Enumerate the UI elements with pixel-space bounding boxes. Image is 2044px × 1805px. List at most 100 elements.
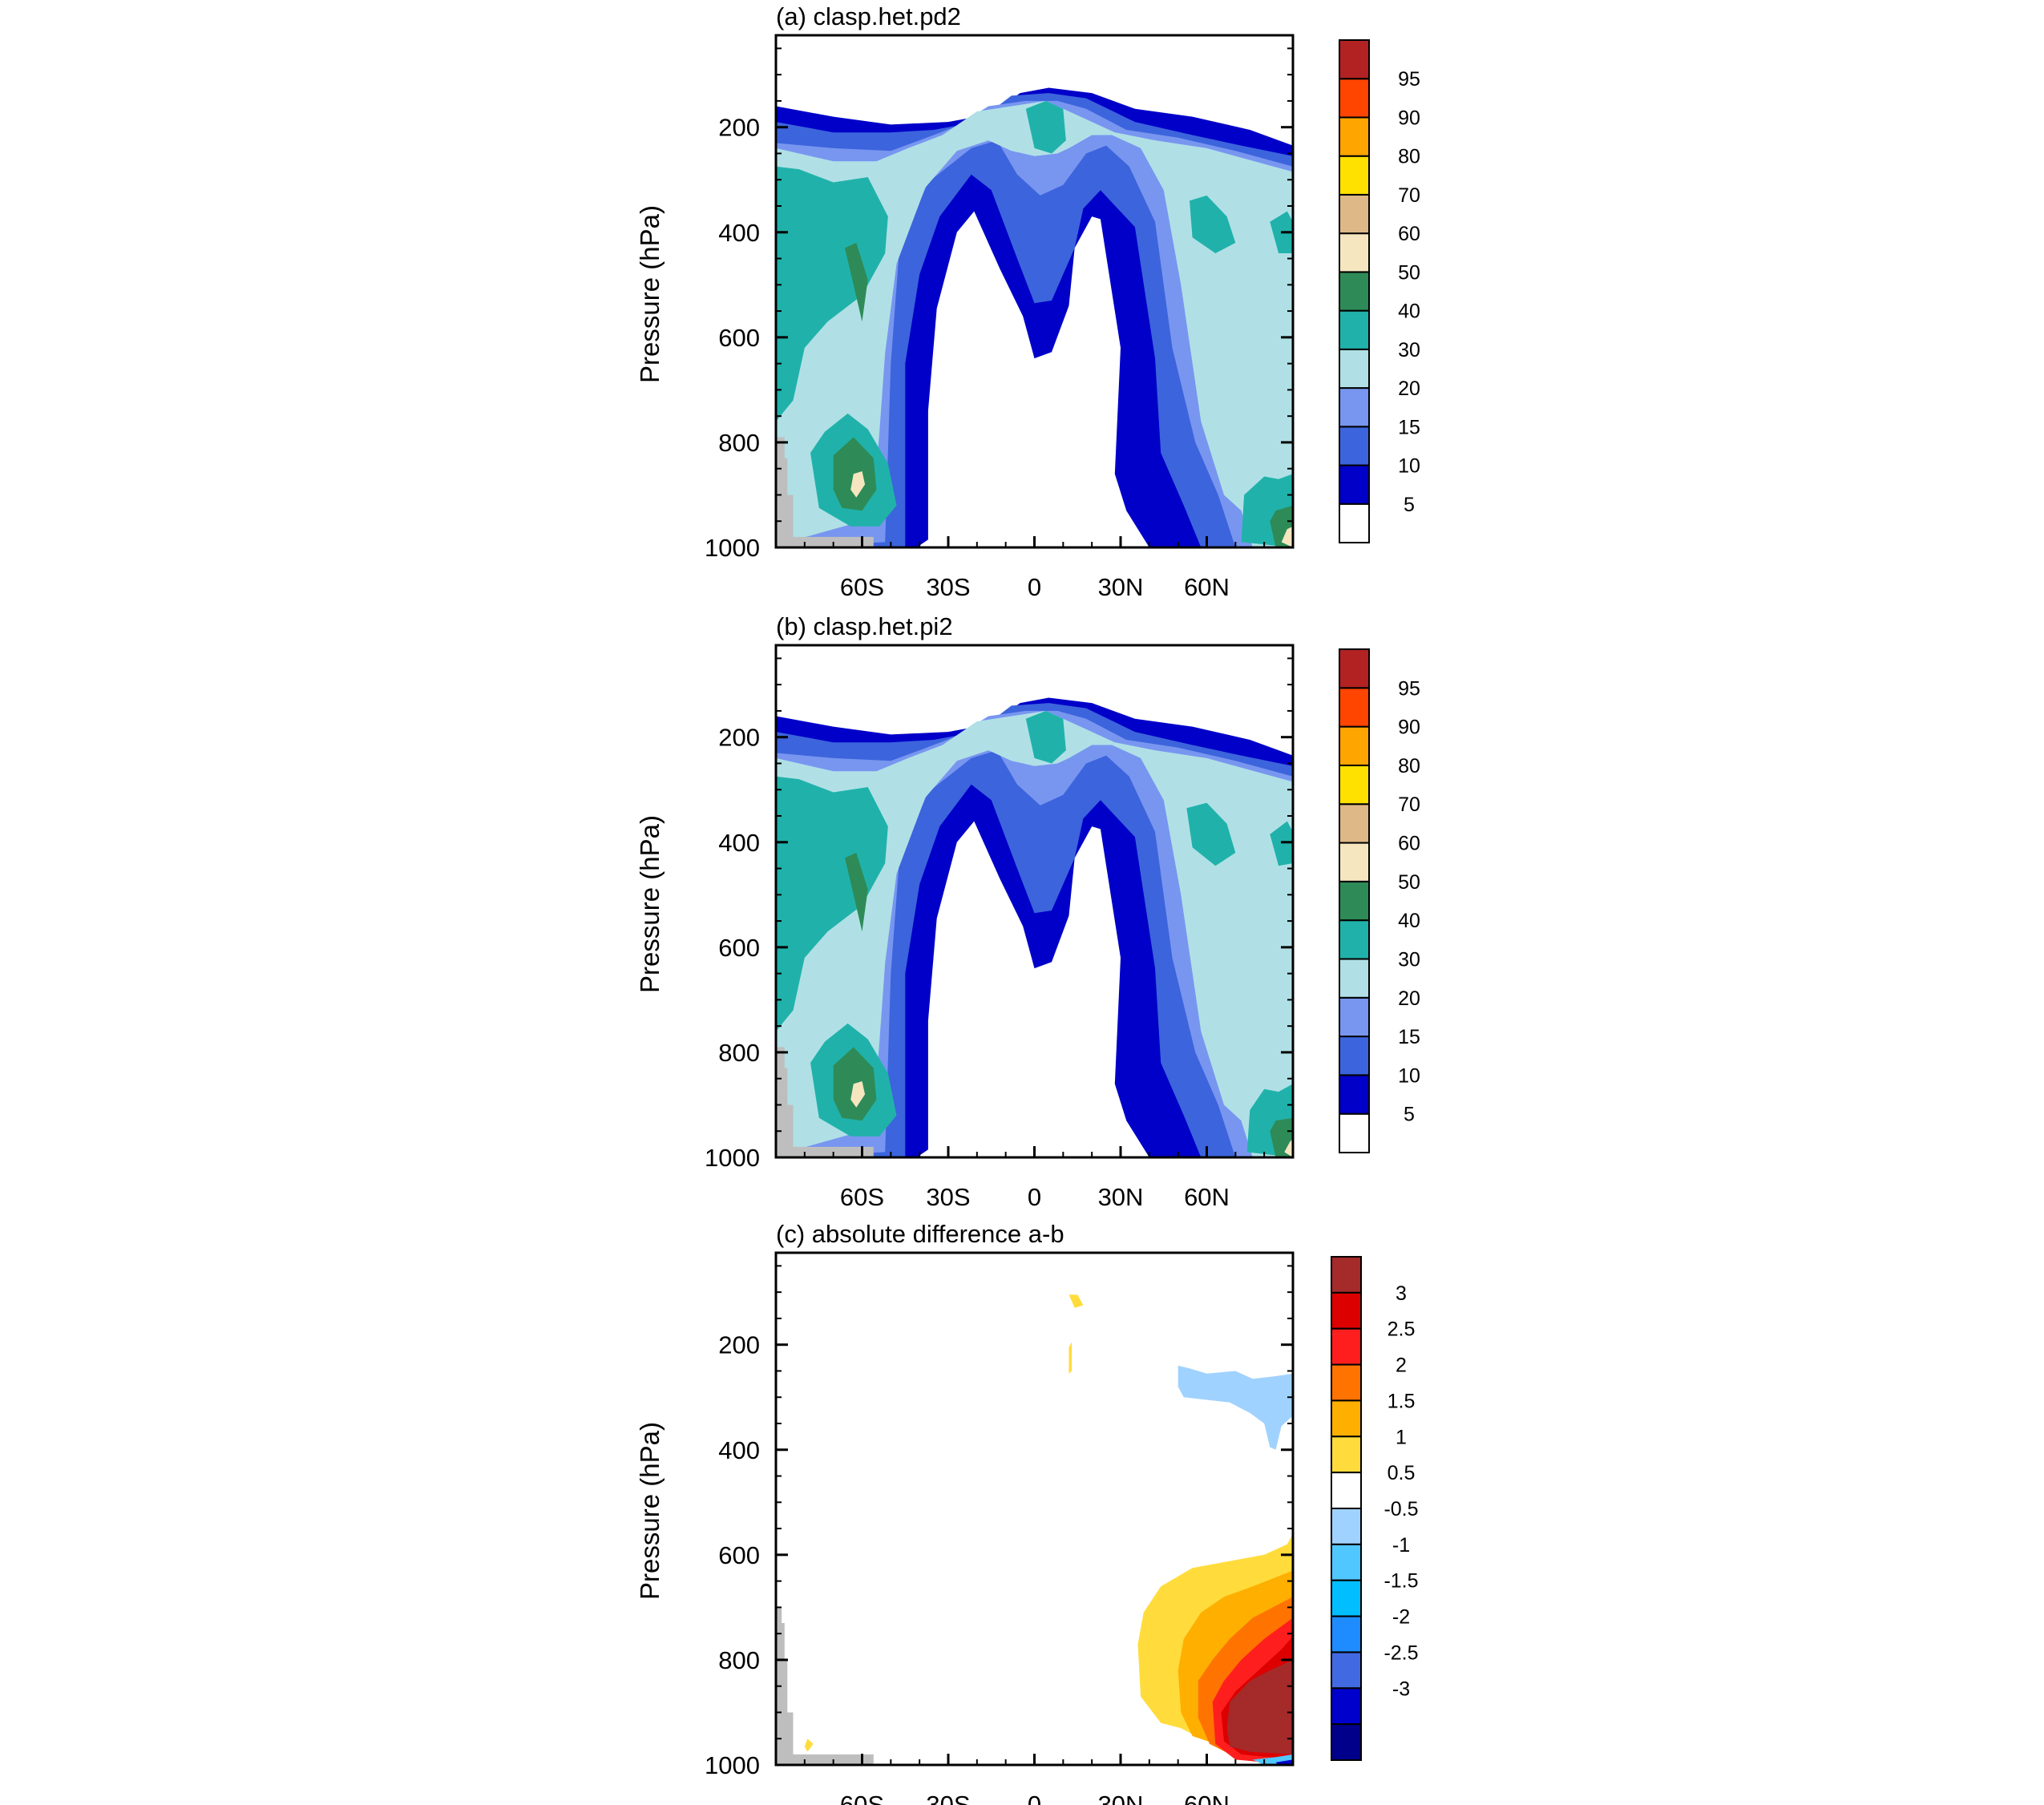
colorbar-box: [1339, 39, 1370, 80]
colorbar-box: [1339, 116, 1370, 157]
colorbar-box: [1331, 1687, 1362, 1726]
contour-region-0p5-2: [804, 1738, 814, 1752]
panel-c-title: (c) absolute difference a-b: [776, 1220, 1064, 1248]
y-tick-label: 400: [718, 1436, 760, 1464]
panel-b-title: (b) clasp.het.pi2: [776, 612, 953, 640]
y-tick-label: 800: [718, 1039, 760, 1067]
x-tick-label: 30N: [1098, 1791, 1144, 1805]
colorbar-label: 60: [1398, 223, 1420, 245]
y-tick-label: 400: [718, 829, 760, 857]
colorbar-box: [1331, 1291, 1362, 1330]
colorbar-box: [1331, 1651, 1362, 1690]
contour-region-40-10: [845, 242, 868, 322]
colorbar-box: [1339, 958, 1370, 999]
contour-region-30-4: [776, 166, 888, 422]
x-tick-label: 30N: [1098, 573, 1144, 601]
x-tick-label: 60S: [840, 1183, 884, 1211]
colorbar-box: [1339, 309, 1370, 350]
colorbar-label: 70: [1398, 184, 1420, 207]
colorbar-box: [1339, 1112, 1370, 1153]
contour-region-30-7: [1270, 821, 1293, 866]
colorbar-label: 50: [1398, 871, 1420, 894]
colorbar-box: [1331, 1615, 1362, 1654]
colorbar-box: [1339, 880, 1370, 922]
colorbar-label: 1: [1396, 1426, 1407, 1448]
colorbar-box: [1339, 919, 1370, 960]
colorbar-label: 5: [1404, 494, 1415, 516]
colorbar-label: -1: [1392, 1534, 1410, 1557]
colorbar-box: [1339, 803, 1370, 844]
x-tick-label: 60N: [1184, 1791, 1230, 1805]
colorbar-label: 95: [1398, 68, 1420, 91]
colorbar-label: 20: [1398, 378, 1420, 400]
colorbar-box: [1339, 687, 1370, 728]
contour-region-20-3: [776, 710, 1293, 1157]
panel-c-field: [776, 1294, 1293, 1765]
colorbar-box: [1331, 1472, 1362, 1509]
y-tick-label: 200: [718, 1331, 760, 1359]
panel-c-ylabel: Pressure (hPa): [635, 1422, 665, 1600]
y-tick-label: 400: [718, 219, 760, 247]
colorbar-label: 10: [1398, 1064, 1420, 1087]
panel-a-colorbar: 5 10 15 20 30 40 50 60 70 80 90 95: [1339, 39, 1420, 543]
colorbar-box: [1339, 387, 1370, 428]
x-tick-label: 60N: [1184, 1183, 1230, 1211]
contour-region-50-13: [850, 471, 866, 498]
contour-region-30-9: [1025, 710, 1066, 764]
contour-region-0p5-0: [1068, 1294, 1084, 1308]
panel-b-ylabel: Pressure (hPa): [635, 815, 665, 993]
colorbar-label: 5: [1404, 1104, 1415, 1126]
colorbar-box: [1339, 78, 1370, 119]
contour-region-50-14: [1281, 526, 1293, 547]
panel-a-field: [776, 87, 1293, 547]
panel-a-ylabel: Pressure (hPa): [635, 205, 665, 383]
colorbar-box: [1339, 232, 1370, 273]
contour-region-3-9: [1226, 1659, 1293, 1755]
panel-c: 200 400 600 800 1000 60S 30S 0 30N 60N 3 2.5 2 1.5 1 0.…: [705, 1251, 1419, 1805]
colorbar-label: 90: [1398, 717, 1420, 739]
panel-b-colorbar: 5 10 15 20 30 40 50 60 70 80 90 95: [1339, 648, 1420, 1153]
orography-mask: [776, 437, 874, 547]
colorbar-box: [1331, 1327, 1362, 1366]
orography-mask: [776, 1047, 874, 1157]
colorbar-label: 2.5: [1388, 1318, 1416, 1341]
colorbar-label: 70: [1398, 793, 1420, 816]
y-tick-label: 800: [718, 429, 760, 457]
colorbar-label: 15: [1398, 1026, 1420, 1048]
colorbar-box: [1339, 842, 1370, 882]
contour-region-30-6: [1190, 195, 1236, 253]
colorbar-box: [1339, 648, 1370, 689]
colorbar-label: -3: [1392, 1678, 1410, 1700]
colorbar-box: [1339, 464, 1370, 505]
contour-region-30-9: [1025, 100, 1066, 154]
y-tick-label: 1000: [705, 1144, 760, 1172]
panel-b-field: [776, 697, 1293, 1157]
x-tick-label: 60N: [1184, 573, 1230, 601]
colorbar-label: 40: [1398, 301, 1420, 323]
colorbar-box: [1339, 725, 1370, 766]
colorbar-label: -0.5: [1384, 1498, 1418, 1520]
x-tick-label: 30S: [926, 573, 970, 601]
panel-a: 200 400 600 800 1000 60S 30S 0 30N 60N 5 10 15 20 30 40…: [705, 34, 1420, 601]
contour-region-20-3: [776, 100, 1293, 547]
colorbar-label: -2: [1392, 1606, 1410, 1629]
colorbar-box: [1331, 1256, 1362, 1294]
colorbar-box: [1331, 1399, 1362, 1438]
colorbar-label: 3: [1396, 1282, 1407, 1305]
colorbar-box: [1339, 155, 1370, 196]
x-tick-label: 0: [1028, 1791, 1041, 1805]
colorbar-label: 90: [1398, 107, 1420, 129]
colorbar-box: [1339, 1074, 1370, 1115]
x-tick-label: 30N: [1098, 1183, 1144, 1211]
colorbar-label: 30: [1398, 339, 1420, 361]
y-tick-label: 600: [718, 1541, 760, 1569]
x-tick-label: 30S: [926, 1183, 970, 1211]
colorbar-label: 50: [1398, 261, 1420, 284]
y-tick-label: 200: [718, 114, 760, 142]
colorbar-box: [1331, 1579, 1362, 1617]
colorbar-label: 10: [1398, 455, 1420, 478]
colorbar-label: 30: [1398, 948, 1420, 971]
colorbar-box: [1339, 503, 1370, 543]
y-tick-label: 1000: [705, 1751, 760, 1779]
